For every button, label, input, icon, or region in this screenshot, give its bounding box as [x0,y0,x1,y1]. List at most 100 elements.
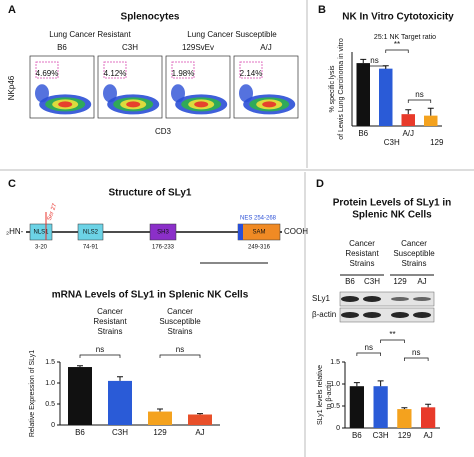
x-tick-label: AJ [423,431,432,440]
x-tick-label: 129 [153,428,167,437]
x-axis-label: CD3 [155,127,172,136]
blot-band [341,296,359,302]
error-bar [427,107,434,116]
domain-range: 3-20 [35,245,48,251]
group-label: Resistant [93,317,127,326]
significance: ns [370,56,378,65]
y-tick-label: 0.5 [330,403,340,410]
y-axis-label: to β-actin [326,380,333,409]
domain-name: NLS1 [33,230,49,236]
density [239,84,253,103]
error-bar [377,380,384,387]
bar [68,367,92,425]
chart-title: NK In Vitro Cytotoxicity [342,12,454,23]
group-label: Strains [98,327,123,336]
group-label: Strains [402,259,427,268]
y-axis-label: SLy1 levels relative [317,365,324,425]
density [171,84,185,103]
group-label: Cancer [167,307,193,316]
lane-label: C3H [364,277,380,286]
error-bar [360,58,367,64]
panel-label: A [8,4,16,16]
plot-frame [97,55,163,119]
value-label: 2.14% [240,69,263,78]
site-label: Ser 27 [47,202,59,221]
significance: ns [365,343,373,352]
blot-band [363,312,381,318]
bracket [385,49,409,53]
group-label: Cancer [97,307,123,316]
domain-name: SAM [252,230,265,236]
significance: ns [412,348,420,357]
value-label: 4.69% [36,69,59,78]
diagram-title: Structure of SLy1 [109,188,192,199]
bar [188,414,212,425]
domain-range: 249-316 [248,245,271,251]
blot-band [413,297,431,301]
chart-title: mRNA Levels of SLy1 in Splenic NK Cells [52,290,249,301]
domain [149,223,177,241]
domain [77,223,104,241]
bar [108,380,132,425]
significance: ns [415,90,423,99]
group-label: Cancer [349,239,375,248]
category-label: C3H [122,43,138,52]
density [35,84,49,103]
category-label: 129SvEv [182,43,214,52]
nes-stripe [238,224,243,240]
group-label: Strains [350,259,375,268]
error-bar [197,413,203,415]
error-bar [401,407,408,410]
bracket [404,357,429,361]
chart-title: Splenic NK Cells [352,210,432,221]
bracket [79,354,121,358]
value-label: 1.98% [172,69,195,78]
y-tick-label: 1.5 [330,359,340,366]
gate [103,61,127,79]
error-bar [157,408,163,412]
x-tick-label: C3H [112,428,128,437]
error-bar [77,365,83,368]
blot-band [413,312,431,318]
group-label: Cancer [401,239,427,248]
error-bar [353,382,360,387]
group-label: Susceptible [393,249,435,258]
n-terminus: ₂HN- [6,227,24,236]
bracket [356,352,381,356]
y-axis-label: NKp46 [7,75,16,100]
group-label: Lung Cancer Resistant [49,30,131,39]
bracket [380,339,405,343]
blot-row-label: SLy1 [312,294,330,303]
bracket [159,354,201,358]
bar [373,386,388,428]
panel-label: D [316,178,324,190]
lane-label: 129 [393,277,407,286]
value-label: 4.12% [104,69,127,78]
density [58,101,73,108]
y-axis-label: Relative Expression of SLy1 [29,350,36,437]
bar [401,114,415,126]
bar [148,411,172,425]
density [194,101,209,108]
lane-label: AJ [417,277,426,286]
blot-band [391,312,409,318]
domain-name: NLS2 [83,230,99,236]
nes-label: NES 254-268 [240,216,277,222]
x-tick-label: B6 [358,129,368,138]
y-tick-label: 1.5 [45,359,55,366]
plot-frame [233,55,299,119]
domain-range: 74-91 [83,245,99,251]
x-tick-label: C3H [384,138,400,147]
gate [239,61,263,79]
group-label: Strains [168,327,193,336]
annotation: 25:1 NK Target ratio [374,34,436,41]
bar [379,68,393,126]
bar [421,407,436,428]
domain-name: SH3 [157,230,169,236]
bar [356,63,370,126]
group-label: Susceptible [159,317,201,326]
plot-frame [29,55,95,119]
significance: ns [176,345,184,354]
blot-band [363,296,381,302]
